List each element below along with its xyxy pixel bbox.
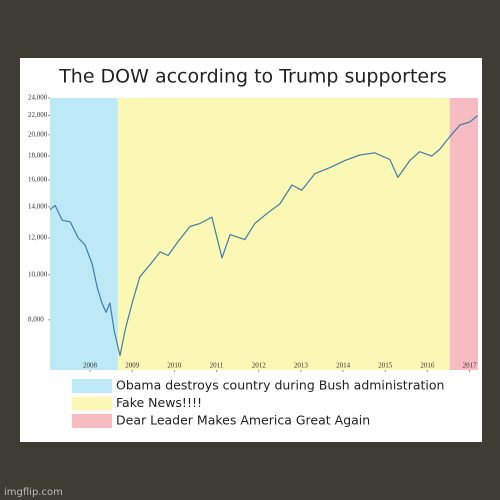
y-tick-label: 10,000 bbox=[28, 270, 48, 278]
x-tick-label: 2017 bbox=[463, 362, 478, 370]
x-tick-label: 2014 bbox=[336, 362, 351, 370]
x-tick-label: 2016 bbox=[420, 362, 435, 370]
y-tick-label: 8,000 bbox=[28, 315, 44, 323]
region-band bbox=[50, 98, 118, 370]
y-tick-label: 22,000 bbox=[28, 111, 48, 119]
y-tick-label: 24,000 bbox=[28, 94, 48, 102]
region-band bbox=[117, 98, 450, 370]
legend-swatch bbox=[72, 414, 112, 428]
legend-label: Obama destroys country during Bush admin… bbox=[116, 378, 444, 393]
x-tick-label: 2015 bbox=[378, 362, 393, 370]
legend-swatch bbox=[72, 379, 112, 393]
dow-line bbox=[49, 115, 478, 357]
x-tick-label: 2008 bbox=[83, 362, 98, 370]
y-tick-label: 12,000 bbox=[28, 234, 48, 242]
legend-swatch bbox=[72, 396, 112, 411]
region-band bbox=[449, 98, 478, 370]
x-tick-label: 2009 bbox=[125, 362, 140, 370]
x-tick-label: 2013 bbox=[294, 362, 309, 370]
legend-label: Dear Leader Makes America Great Again bbox=[116, 413, 370, 428]
y-tick-label: 16,000 bbox=[28, 175, 48, 183]
y-tick-label: 18,000 bbox=[28, 152, 48, 160]
chart-title: The DOW according to Trump supporters bbox=[58, 66, 447, 88]
watermark: imgflip.com bbox=[4, 487, 63, 498]
legend-label: Fake News!!!! bbox=[116, 395, 202, 410]
y-tick-label: 20,000 bbox=[28, 130, 48, 138]
y-tick-label: 14,000 bbox=[28, 202, 48, 210]
x-tick-label: 2010 bbox=[167, 362, 182, 370]
x-tick-label: 2012 bbox=[252, 362, 267, 370]
x-tick-label: 2011 bbox=[210, 362, 224, 370]
